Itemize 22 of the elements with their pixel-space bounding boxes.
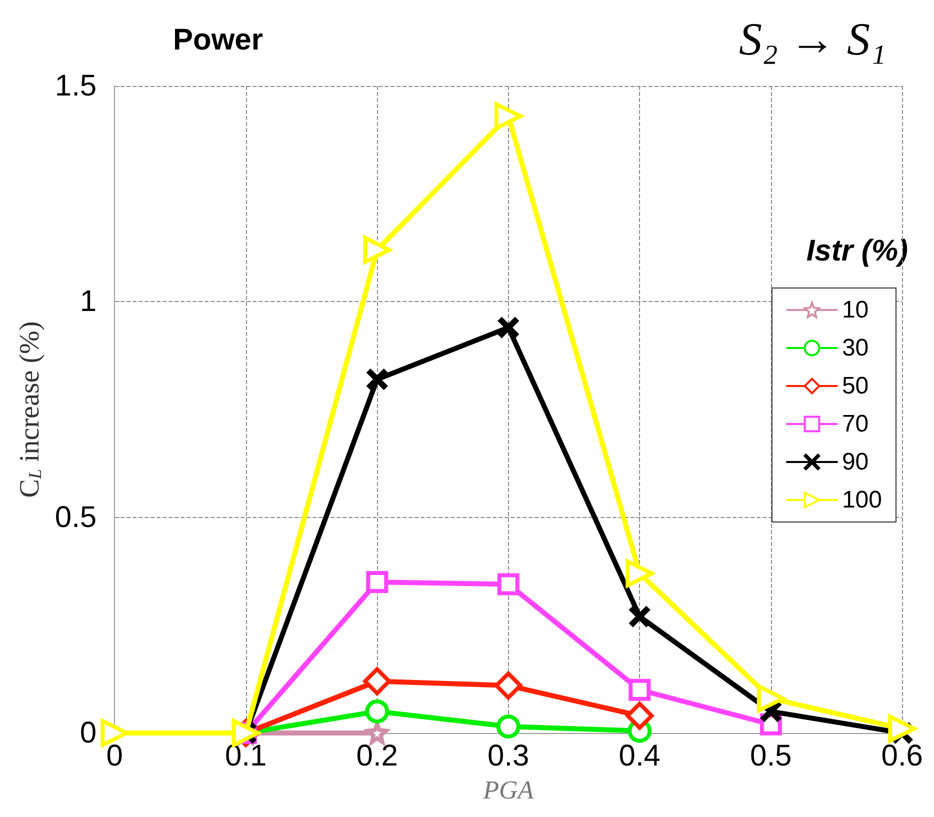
legend-label: 70 bbox=[842, 410, 869, 438]
legend-label: 90 bbox=[842, 448, 869, 476]
x-tick-label: 0.5 bbox=[750, 740, 792, 772]
y-tick-label: 0 bbox=[80, 716, 97, 750]
y-tick-label: 1.5 bbox=[54, 70, 97, 102]
y-tick-label: 1 bbox=[80, 285, 97, 318]
y-axis-title: CL increase (%) bbox=[14, 321, 46, 498]
legend-label: 100 bbox=[842, 486, 882, 514]
x-axis-title: PGA bbox=[482, 776, 534, 804]
legend-title: Istr (%) bbox=[806, 234, 908, 268]
legend-label: 30 bbox=[842, 334, 869, 362]
legend-label: 10 bbox=[842, 296, 869, 324]
x-tick-label: 0.2 bbox=[356, 740, 398, 772]
x-tick-label: 0.4 bbox=[618, 740, 660, 772]
x-tick-label: 0.1 bbox=[225, 740, 267, 772]
x-tick-label: 0.3 bbox=[488, 740, 530, 772]
x-tick-label: 0.6 bbox=[881, 740, 924, 772]
x-tick-label: 0 bbox=[106, 740, 123, 772]
text: S₂ → S₁ bbox=[739, 14, 886, 64]
chart-title: Power bbox=[173, 24, 264, 56]
legend-label: 50 bbox=[842, 372, 869, 400]
y-tick-label: 0.5 bbox=[54, 500, 97, 534]
